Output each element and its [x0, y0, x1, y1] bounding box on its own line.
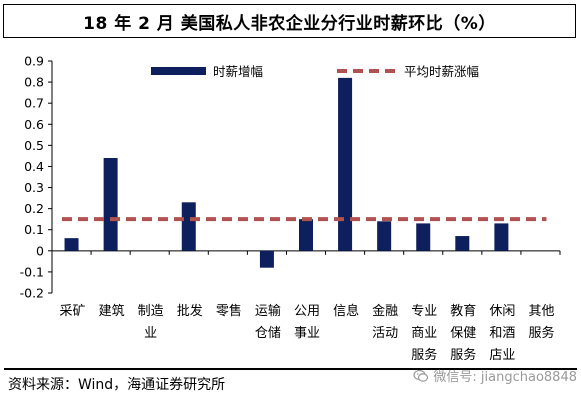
y-tick-label: 0.3	[24, 180, 44, 195]
source-note: 资料来源：Wind，海通证券研究所	[8, 377, 226, 393]
category-label: 公用	[294, 304, 320, 319]
watermark-text: 微信号: jiangchao8848	[433, 370, 577, 385]
y-tick-label: 0.2	[24, 201, 44, 216]
bar	[181, 202, 196, 251]
category-label: 教育	[450, 303, 476, 319]
category-label: 批发	[177, 303, 203, 319]
bar	[259, 250, 274, 268]
y-tick-label: 0.6	[24, 117, 44, 132]
category-label: 活动	[372, 326, 398, 341]
y-tick-label: 0.4	[24, 159, 44, 174]
bar	[64, 238, 79, 251]
wechat-icon	[413, 369, 429, 382]
chart-title: 18 年 2 月 美国私人非农企业分行业时薪环比（%）	[3, 4, 576, 38]
bar	[377, 221, 392, 251]
bar	[494, 223, 509, 251]
category-label: 事业	[294, 326, 320, 341]
legend-label-line: 平均时薪涨幅	[404, 64, 479, 79]
category-label: 业	[144, 326, 157, 341]
y-axis: -0.2 -0.1 0 0.1 0.2 0.3 0.4 0.5 0.6 0.7 0.8 0.9	[20, 54, 561, 301]
category-label: 其他	[528, 304, 554, 319]
category-label: 制造	[138, 304, 164, 319]
bar	[416, 223, 431, 251]
category-label: 服务	[450, 347, 476, 363]
category-label: 金融	[372, 303, 398, 319]
bar	[455, 236, 470, 251]
bar	[338, 77, 353, 251]
legend: 时薪增幅 平均时薪涨幅	[151, 64, 479, 79]
category-label: 采矿	[60, 304, 86, 319]
divider	[4, 368, 577, 370]
category-label: 商业	[411, 326, 437, 341]
category-label: 运输	[255, 303, 281, 319]
y-tick-label: -0.1	[20, 264, 44, 279]
category-label: 专业	[411, 304, 437, 319]
bar	[103, 158, 118, 251]
category-label: 信息	[333, 303, 359, 319]
category-label: 建筑	[99, 303, 125, 319]
category-label: 服务	[528, 325, 554, 341]
category-label: 店业	[489, 348, 515, 363]
category-label: 保健	[450, 326, 476, 341]
category-label: 和酒	[489, 326, 515, 341]
y-tick-label: -0.2	[20, 286, 44, 301]
legend-label-bar: 时薪增幅	[213, 64, 263, 79]
category-label: 休闲	[489, 304, 515, 319]
category-label: 零售	[216, 303, 242, 319]
legend-swatch-bar	[151, 67, 206, 75]
watermark: 微信号: jiangchao8848	[413, 366, 577, 385]
bar	[299, 219, 313, 251]
category-label: 服务	[411, 347, 437, 363]
y-tick-label: 0.5	[24, 138, 44, 153]
y-tick-label: 0.8	[24, 75, 44, 90]
y-tick-label: 0	[36, 243, 44, 258]
y-tick-label: 0.7	[24, 96, 44, 111]
y-tick-label: 0.1	[24, 222, 44, 237]
y-tick-label: 0.9	[24, 54, 44, 69]
bars	[64, 77, 509, 268]
category-label: 仓储	[255, 326, 281, 341]
